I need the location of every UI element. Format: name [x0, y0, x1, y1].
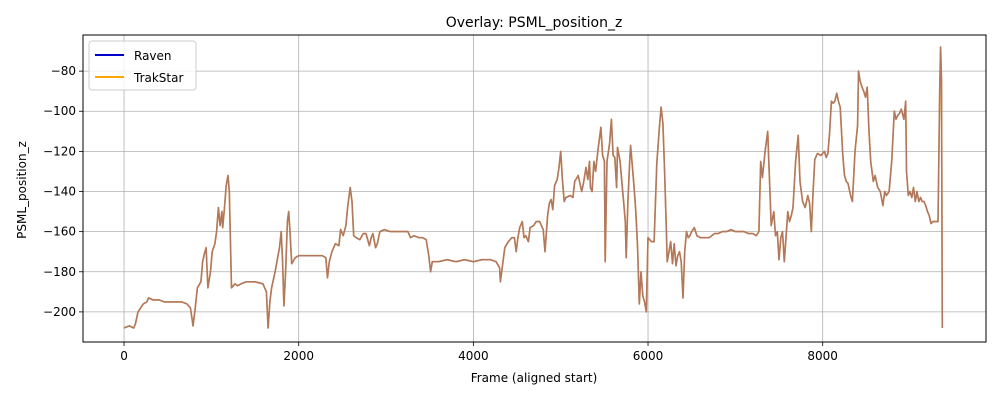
- x-tick-label: 8000: [807, 349, 838, 363]
- y-axis-ticks: −200 −180 −160 −140 −120 −100 −80: [43, 64, 83, 319]
- x-tick-label: 0: [120, 349, 128, 363]
- x-axis-ticks: 0 2000 4000 6000 8000: [120, 342, 838, 363]
- legend-raven-label: Raven: [134, 49, 172, 63]
- y-tick-label: −140: [43, 185, 76, 199]
- y-tick-label: −100: [43, 104, 76, 118]
- chart-title: Overlay: PSML_position_z: [446, 15, 623, 31]
- series-lines: [123, 46, 944, 329]
- y-tick-label: −120: [43, 144, 76, 158]
- legend: Raven TrakStar: [88, 40, 197, 91]
- y-tick-label: −200: [43, 305, 76, 319]
- x-tick-label: 2000: [283, 349, 314, 363]
- x-axis-label: Frame (aligned start): [471, 371, 598, 385]
- y-tick-label: −160: [43, 225, 76, 239]
- y-axis-label: PSML_position_z: [15, 141, 29, 239]
- axes-frame: [82, 34, 987, 343]
- x-tick-label: 4000: [458, 349, 489, 363]
- x-tick-label: 6000: [633, 349, 664, 363]
- y-tick-label: −180: [43, 265, 76, 279]
- y-tick-label: −80: [51, 64, 76, 78]
- series-line-raven: [123, 46, 944, 329]
- grid-lines: [83, 35, 986, 342]
- legend-trakstar-label: TrakStar: [133, 71, 183, 85]
